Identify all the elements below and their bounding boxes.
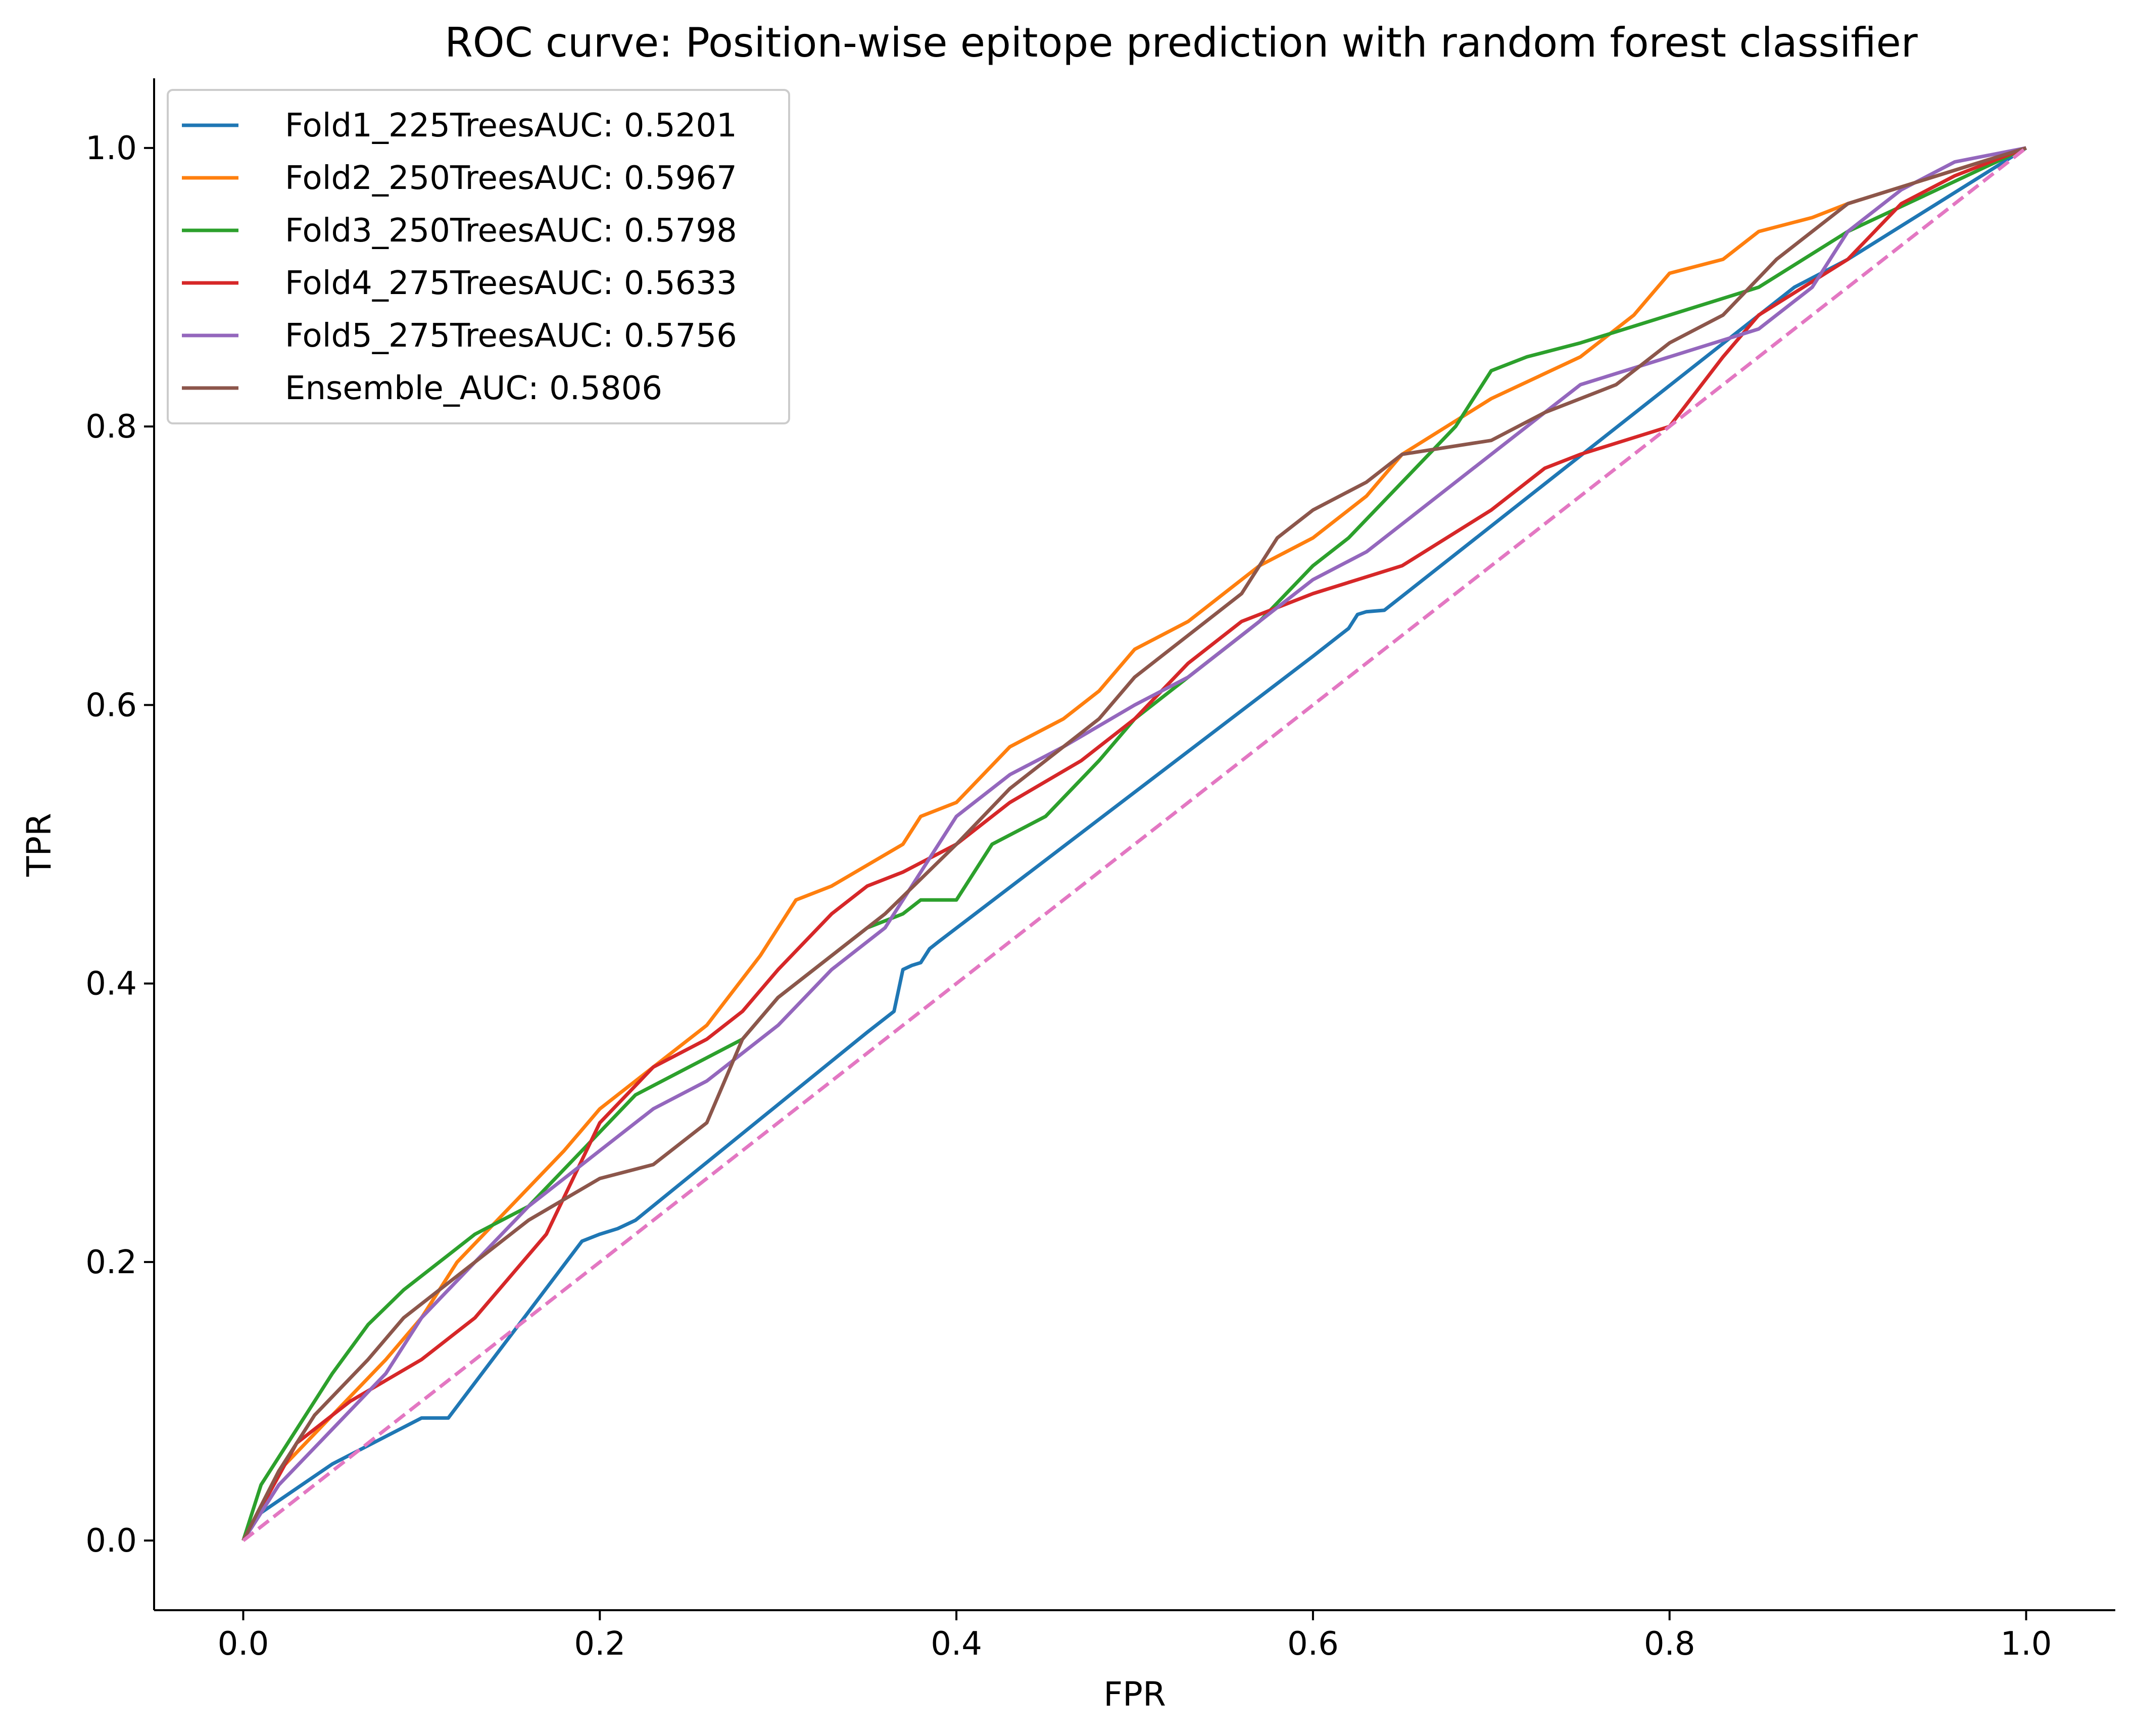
legend-label: Fold1_225TreesAUC: 0.5201 <box>285 107 737 144</box>
y-tick-label: 1.0 <box>85 130 137 167</box>
series-line-6 <box>241 146 2027 1541</box>
x-tick-label: 0.0 <box>218 1625 269 1663</box>
legend-label: Fold3_250TreesAUC: 0.5798 <box>285 212 737 250</box>
series-layer <box>241 146 2027 1542</box>
y-tick-label: 0.4 <box>85 966 137 1003</box>
legend-label: Fold4_275TreesAUC: 0.5633 <box>285 265 737 302</box>
series-line-4 <box>241 146 2027 1541</box>
x-tick-label: 0.6 <box>1287 1625 1339 1663</box>
y-tick-label: 0.0 <box>85 1522 137 1560</box>
x-tick-label: 0.4 <box>931 1625 982 1663</box>
x-tick-label: 0.8 <box>1644 1625 1695 1663</box>
legend-label: Fold5_275TreesAUC: 0.5756 <box>285 317 737 355</box>
chart-title: ROC curve: Position-wise epitope predict… <box>445 19 1918 66</box>
chance-diagonal-line <box>242 147 2027 1542</box>
legend: Fold1_225TreesAUC: 0.5201 Fold2_250TreesA… <box>167 89 790 424</box>
x-axis-label: FPR <box>1103 1675 1166 1714</box>
legend-label: Fold2_250TreesAUC: 0.5967 <box>285 160 737 197</box>
y-axis-label: TPR <box>20 813 59 877</box>
x-tick-label: 1.0 <box>2001 1625 2052 1663</box>
legend-label: Ensemble_AUC: 0.5806 <box>285 370 662 407</box>
x-tick-label: 0.2 <box>574 1625 625 1663</box>
y-tick-label: 0.6 <box>85 687 137 724</box>
series-line-1 <box>241 146 2027 1542</box>
axes-layer <box>153 78 2115 1611</box>
series-line-2 <box>241 146 2027 1541</box>
y-tick-label: 0.8 <box>85 408 137 446</box>
y-tick-label: 0.2 <box>85 1244 137 1281</box>
legend-box <box>167 89 790 424</box>
series-line-3 <box>241 146 2027 1541</box>
ticks-layer: 0.0 0.2 0.4 0.6 0.8 1.0 0.0 0.2 0.4 0.6 0.8 1.0 <box>85 130 2052 1663</box>
